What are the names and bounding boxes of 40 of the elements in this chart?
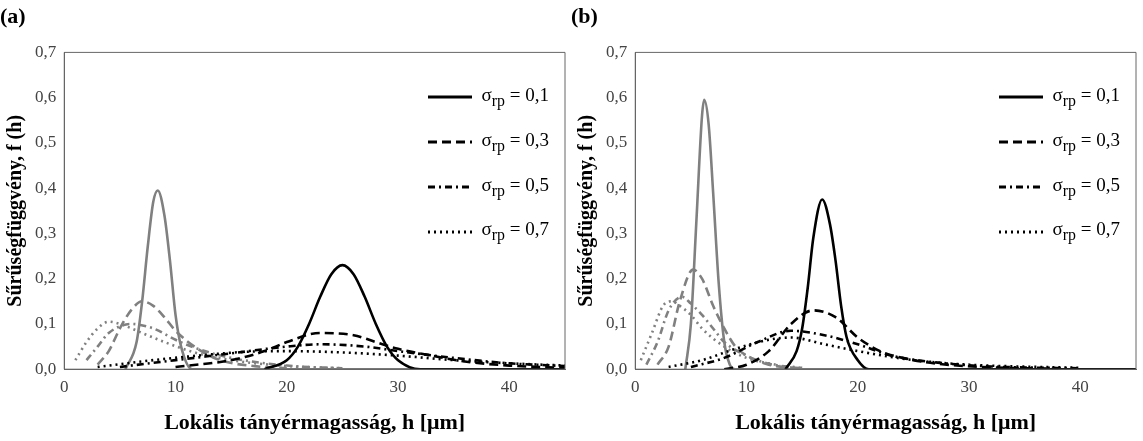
y-tick-label: 0,7: [35, 41, 57, 61]
y-tick-label: 0,5: [35, 132, 57, 152]
y-tick-label: 0,6: [606, 87, 628, 107]
legend-label: σ$_{rp}$ = 0,3: [481, 127, 549, 157]
legend-label: σ$_{rp}$ = 0,5: [481, 172, 549, 202]
y-axis-title: Sűrűségfüggvény, f (h): [3, 114, 27, 307]
x-tick-label: 30: [960, 376, 978, 396]
y-tick-label: 0,5: [606, 132, 628, 152]
y-tick-label: 0,0: [606, 358, 628, 378]
y-tick-label: 0,0: [35, 358, 57, 378]
chart-title: (b): [571, 2, 598, 28]
y-tick-label: 0,3: [606, 222, 628, 242]
x-tick-label: 10: [167, 376, 185, 396]
x-tick-label: 30: [389, 376, 407, 396]
y-tick-label: 0,6: [35, 87, 57, 107]
legend-label: σ$_{rp}$ = 0,1: [481, 83, 549, 112]
legend-label: σ$_{rp}$ = 0,5: [1052, 172, 1120, 202]
x-axis-title: Lokális tányérmagasság, h [μm]: [735, 409, 1037, 435]
x-tick-label: 0: [60, 376, 69, 396]
y-tick-label: 0,3: [35, 222, 57, 242]
y-axis-title: Sűrűségfüggvény, f (h): [574, 114, 598, 307]
y-tick-label: 0,1: [606, 313, 628, 333]
x-tick-label: 20: [849, 376, 867, 396]
legend-label: σ$_{rp}$ = 0,7: [481, 217, 549, 246]
y-tick-label: 0,7: [606, 41, 628, 61]
y-tick-label: 0,1: [35, 313, 57, 333]
x-tick-label: 10: [738, 376, 756, 396]
x-tick-label: 20: [278, 376, 296, 396]
y-tick-label: 0,2: [35, 268, 57, 288]
y-tick-label: 0,4: [35, 177, 57, 197]
legend-label: σ$_{rp}$ = 0,3: [1052, 127, 1120, 157]
legend-label: σ$_{rp}$ = 0,7: [1052, 217, 1120, 246]
x-tick-label: 0: [631, 376, 640, 396]
x-axis-title: Lokális tányérmagasság, h [μm]: [164, 409, 466, 435]
chart-title: (a): [0, 2, 26, 28]
x-tick-label: 40: [500, 376, 518, 396]
x-tick-label: 40: [1071, 376, 1089, 396]
legend-label: σ$_{rp}$ = 0,1: [1052, 83, 1120, 112]
y-tick-label: 0,4: [606, 177, 628, 197]
y-tick-label: 0,2: [606, 268, 628, 288]
